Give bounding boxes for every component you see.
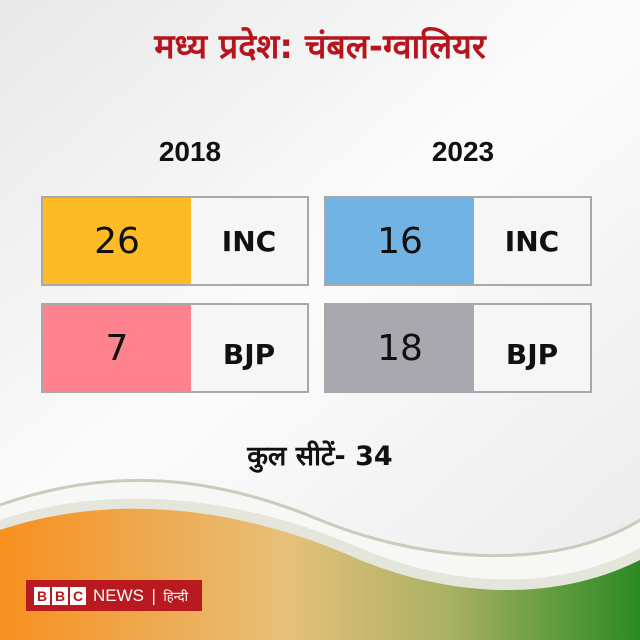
seat-count: 26: [43, 198, 191, 284]
party-label: INC: [221, 224, 277, 258]
logo-news: NEWS: [93, 585, 144, 605]
seat-count: 18: [326, 305, 474, 391]
party-label: BJP: [505, 337, 559, 371]
logo-letter: C: [70, 586, 86, 605]
page-title: मध्य प्रदेश: चंबल-ग्वालियर: [154, 27, 486, 67]
total-seats: कुल सीटें- 34: [247, 441, 393, 472]
party-label: BJP: [222, 337, 276, 371]
result-box-2023-bjp: 18 BJP: [324, 303, 592, 393]
result-box-2023-inc: 16 INC: [324, 196, 592, 286]
seat-count: 7: [43, 305, 191, 391]
logo-language: हिन्दी: [163, 589, 188, 605]
result-box-2018-bjp: 7 BJP: [41, 303, 309, 393]
seat-count: 16: [326, 198, 474, 284]
logo-separator: |: [151, 586, 157, 605]
year-label-2023: 2023: [431, 136, 495, 167]
party-label: INC: [504, 224, 560, 258]
year-label-2018: 2018: [158, 136, 222, 167]
bbc-news-hindi-logo: B B C NEWS | हिन्दी: [26, 580, 202, 611]
logo-letter: B: [52, 586, 68, 605]
logo-letter: B: [34, 586, 50, 605]
result-box-2018-inc: 26 INC: [41, 196, 309, 286]
